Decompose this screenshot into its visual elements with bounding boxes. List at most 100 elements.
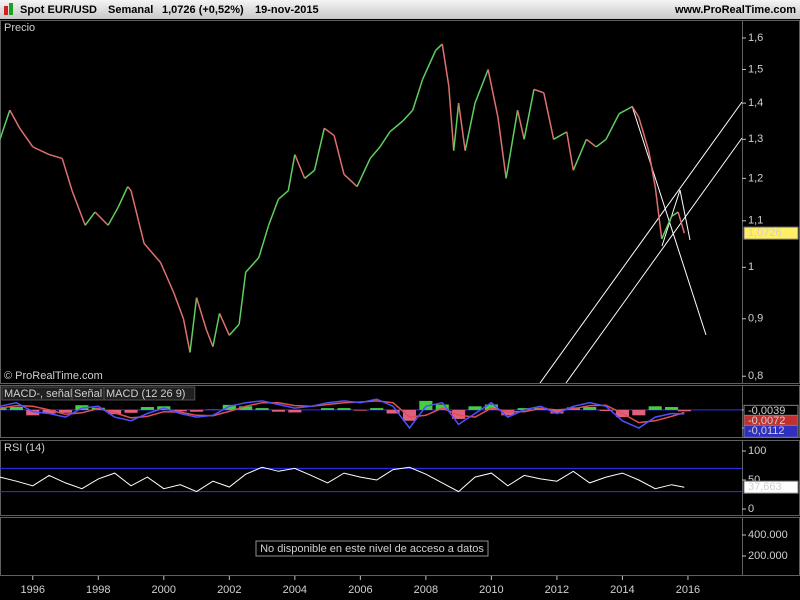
price-segment bbox=[189, 297, 198, 353]
last-value-box bbox=[743, 424, 799, 438]
x-tick-label: 2000 bbox=[152, 584, 176, 596]
price-segment bbox=[84, 211, 96, 226]
quote: 1,0726 (+0,52%) bbox=[162, 4, 244, 16]
price-segment bbox=[61, 158, 73, 191]
price-segment bbox=[195, 297, 208, 330]
price-segment bbox=[182, 318, 191, 353]
histogram-bar bbox=[321, 408, 335, 410]
last-value-box bbox=[743, 480, 799, 494]
price-segment bbox=[421, 50, 437, 80]
panel-title: Precio bbox=[4, 22, 35, 34]
price-segment bbox=[565, 131, 575, 171]
histogram-bar bbox=[271, 409, 286, 412]
x-tick-label: 2002 bbox=[217, 584, 241, 596]
x-tick-label: 1998 bbox=[86, 584, 110, 596]
last-value-label: 1,0726 bbox=[748, 227, 782, 239]
histogram-bar bbox=[58, 409, 73, 413]
price-segment bbox=[19, 127, 34, 148]
histogram-bar bbox=[190, 409, 204, 412]
price-segment bbox=[258, 225, 270, 258]
histogram-bar bbox=[42, 409, 56, 414]
price-segment bbox=[143, 243, 162, 263]
price-segment bbox=[117, 186, 129, 209]
histogram-bar bbox=[468, 406, 482, 410]
price-segment bbox=[130, 190, 145, 244]
histogram-bar bbox=[632, 409, 646, 416]
x-tick-label: 2006 bbox=[348, 584, 372, 596]
y-tick-label: 0,8 bbox=[748, 370, 763, 382]
trendline bbox=[565, 137, 743, 384]
price-segment bbox=[464, 102, 476, 151]
price-segment bbox=[516, 109, 525, 140]
histogram-bar bbox=[386, 409, 400, 414]
histogram-bar bbox=[337, 408, 351, 410]
price-segment bbox=[323, 127, 335, 137]
price-segment bbox=[654, 186, 663, 239]
price-segment bbox=[671, 211, 679, 218]
price-segment bbox=[127, 186, 132, 192]
histogram-bar bbox=[677, 409, 691, 412]
y-tick-label: 1,1 bbox=[748, 215, 763, 227]
histogram-bar bbox=[353, 409, 367, 411]
price-segment bbox=[595, 138, 607, 148]
last-value-label: -0,0112 bbox=[748, 425, 785, 437]
price-segment bbox=[277, 190, 289, 200]
histogram-bar bbox=[255, 408, 269, 410]
histogram-bar bbox=[550, 409, 564, 414]
price-segment bbox=[618, 105, 633, 115]
x-tick-label: 2016 bbox=[676, 584, 700, 596]
line bbox=[0, 466, 685, 493]
price-segment bbox=[172, 292, 185, 320]
price-segment bbox=[585, 138, 597, 148]
price-segment bbox=[228, 323, 240, 336]
price-segment bbox=[435, 43, 443, 51]
price-segment bbox=[0, 109, 11, 140]
y-tick-label: 0,9 bbox=[748, 313, 763, 325]
header: Spot EUR/USD Semanal 1,0726 (+0,52%) 19-… bbox=[0, 0, 800, 19]
y-tick-label: 1,4 bbox=[748, 97, 763, 109]
price-segment bbox=[245, 257, 260, 273]
histogram-bar bbox=[402, 409, 417, 421]
price-segment bbox=[343, 173, 358, 188]
price-segment bbox=[212, 313, 221, 347]
price-segment bbox=[313, 127, 326, 171]
x-tick-label: 2004 bbox=[283, 584, 307, 596]
price-segment bbox=[605, 113, 620, 140]
header-bar bbox=[0, 0, 800, 19]
price-segment bbox=[677, 211, 686, 234]
price-segment bbox=[533, 88, 545, 94]
x-tick-label: 2012 bbox=[545, 584, 569, 596]
last-value-box bbox=[743, 226, 799, 240]
histogram-bar bbox=[435, 404, 449, 410]
price-segment bbox=[661, 216, 673, 240]
histogram-bar bbox=[517, 408, 531, 410]
symbol: Spot EUR/USD bbox=[20, 4, 97, 16]
price-segment bbox=[647, 150, 656, 187]
price-segment bbox=[48, 153, 63, 160]
period: Semanal bbox=[108, 4, 153, 16]
x-tick-label: 1996 bbox=[21, 584, 45, 596]
watermark: © ProRealTime.com bbox=[4, 370, 103, 382]
series-line bbox=[0, 398, 685, 430]
histogram-bar bbox=[419, 400, 433, 410]
price-segment bbox=[304, 169, 315, 179]
price-segment bbox=[497, 117, 507, 179]
y-tick-label: 0 bbox=[748, 503, 754, 515]
message: No disponible en este nivel de acceso a … bbox=[260, 543, 484, 555]
histogram-bar bbox=[124, 409, 138, 413]
price-segment bbox=[543, 92, 555, 140]
histogram-bar bbox=[0, 408, 7, 410]
price-segment bbox=[294, 154, 306, 179]
icon bbox=[4, 6, 8, 15]
icon bbox=[9, 3, 13, 15]
legend-label: MACD-, señal bbox=[4, 388, 72, 400]
last-value-label: -0,0039 bbox=[748, 405, 785, 417]
price-segment bbox=[553, 131, 568, 140]
price-segment bbox=[205, 329, 214, 347]
last-value-label: -0,0072 bbox=[748, 415, 785, 427]
message-box bbox=[255, 540, 489, 557]
y-tick-label: 100 bbox=[748, 445, 766, 457]
legend-label: Señal bbox=[74, 388, 102, 400]
histogram-bar bbox=[501, 409, 515, 416]
